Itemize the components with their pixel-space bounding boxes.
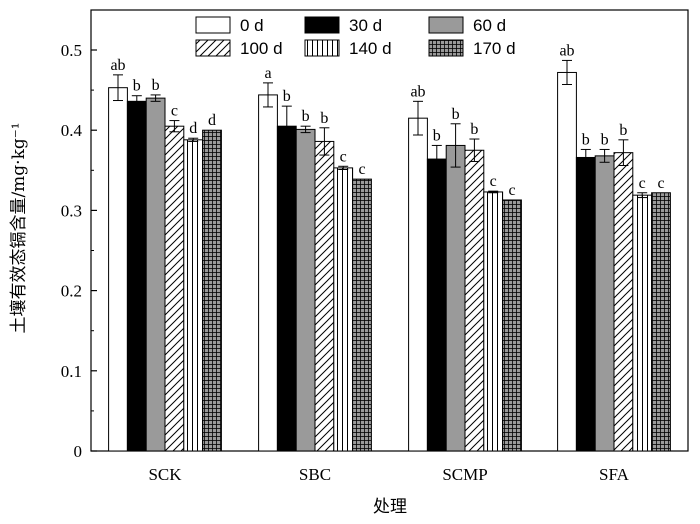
- significance-letter: b: [582, 131, 590, 148]
- bar: [352, 178, 372, 452]
- significance-letter: c: [171, 103, 178, 120]
- significance-letter: c: [490, 173, 497, 190]
- bar-group-sck: abb bcd d: [108, 57, 222, 452]
- y-tick-label: 0.2: [61, 282, 82, 301]
- bar: [202, 129, 222, 452]
- legend-swatch: [304, 39, 340, 57]
- significance-letter: d: [208, 112, 216, 129]
- bar: [483, 191, 504, 452]
- legend-swatch: [195, 39, 231, 57]
- x-axis: SCK SBC SCMP SFA: [148, 445, 630, 484]
- y-tick-label: 0.1: [61, 362, 82, 381]
- legend-swatch: [195, 16, 231, 34]
- y-tick-label: 0.5: [61, 41, 82, 60]
- x-tick-label: SBC: [299, 465, 331, 484]
- significance-letter: b: [452, 106, 460, 123]
- legend: 0 d 30 d 60 d 100 d 140 d 170 d: [195, 16, 516, 58]
- significance-letter: c: [508, 182, 515, 199]
- bar-group-sbc: abb bcc: [258, 65, 372, 452]
- x-tick-label: SCMP: [442, 465, 487, 484]
- bar: [613, 152, 634, 452]
- bar: [426, 158, 447, 452]
- bar: [258, 94, 278, 452]
- bar: [464, 149, 485, 452]
- x-axis-title: 处理: [373, 497, 407, 517]
- significance-letter: b: [619, 122, 627, 139]
- bar: [295, 128, 316, 452]
- legend-swatch: [304, 16, 340, 34]
- significance-letter: c: [358, 161, 365, 178]
- significance-letter: b: [470, 121, 478, 138]
- bar: [557, 71, 577, 452]
- significance-letter: b: [302, 108, 310, 125]
- bar: [502, 199, 522, 452]
- bar: [594, 155, 615, 452]
- plot-frame: [90, 9, 689, 452]
- legend-swatch: [428, 39, 464, 57]
- bar: [408, 117, 428, 452]
- significance-letter: b: [152, 77, 160, 94]
- significance-letter: d: [189, 120, 197, 137]
- significance-letter: c: [657, 175, 664, 192]
- significance-letter: b: [283, 88, 291, 105]
- y-tick-label: 0: [74, 442, 83, 461]
- bar: [126, 100, 147, 452]
- y-axis-title: 土壤有效态镉含量/mg·kg⁻¹: [8, 122, 29, 333]
- y-axis: 0 0.1 0.2 0.3 0.4 0.5: [61, 41, 97, 461]
- significance-letter: ab: [559, 42, 574, 59]
- bar: [164, 125, 185, 452]
- x-tick-label: SFA: [599, 465, 630, 484]
- legend-label: 170 d: [473, 39, 516, 58]
- bar: [108, 87, 128, 452]
- y-tick-label: 0.3: [61, 201, 82, 220]
- significance-letter: a: [264, 65, 271, 82]
- bar: [276, 125, 297, 452]
- significance-letter: c: [639, 175, 646, 192]
- bar-group-sfa: abb bbc c: [557, 42, 671, 452]
- legend-label: 0 d: [240, 16, 264, 35]
- significance-letter: c: [340, 148, 347, 165]
- legend-label: 30 d: [349, 16, 382, 35]
- bar: [314, 140, 335, 452]
- significance-letter: b: [133, 78, 141, 95]
- bar: [445, 144, 466, 452]
- significance-letter: ab: [410, 83, 425, 100]
- legend-label: 100 d: [240, 39, 283, 58]
- bar: [145, 97, 166, 452]
- significance-letter: b: [320, 110, 328, 127]
- bar: [632, 194, 653, 452]
- bar: [575, 156, 596, 452]
- significance-letter: ab: [110, 57, 125, 74]
- x-tick-label: SCK: [148, 465, 182, 484]
- bar: [183, 139, 204, 452]
- significance-letter: b: [433, 127, 441, 144]
- bar: [651, 192, 671, 452]
- legend-swatch: [428, 16, 464, 34]
- legend-label: 60 d: [473, 16, 506, 35]
- bar: [333, 167, 354, 452]
- significance-letter: b: [601, 131, 609, 148]
- legend-label: 140 d: [349, 39, 392, 58]
- y-tick-label: 0.4: [61, 121, 83, 140]
